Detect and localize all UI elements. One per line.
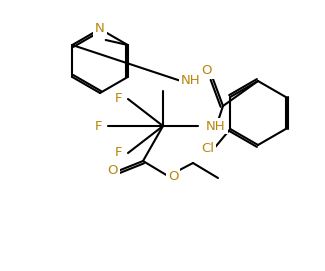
Text: N: N	[95, 22, 105, 36]
Text: NH: NH	[206, 120, 226, 133]
Text: NH: NH	[181, 75, 201, 88]
Text: F: F	[95, 120, 102, 133]
Text: Cl: Cl	[201, 143, 214, 156]
Text: F: F	[114, 92, 122, 105]
Text: O: O	[108, 164, 118, 178]
Text: F: F	[114, 147, 122, 160]
Text: O: O	[168, 169, 178, 182]
Text: O: O	[202, 64, 212, 78]
